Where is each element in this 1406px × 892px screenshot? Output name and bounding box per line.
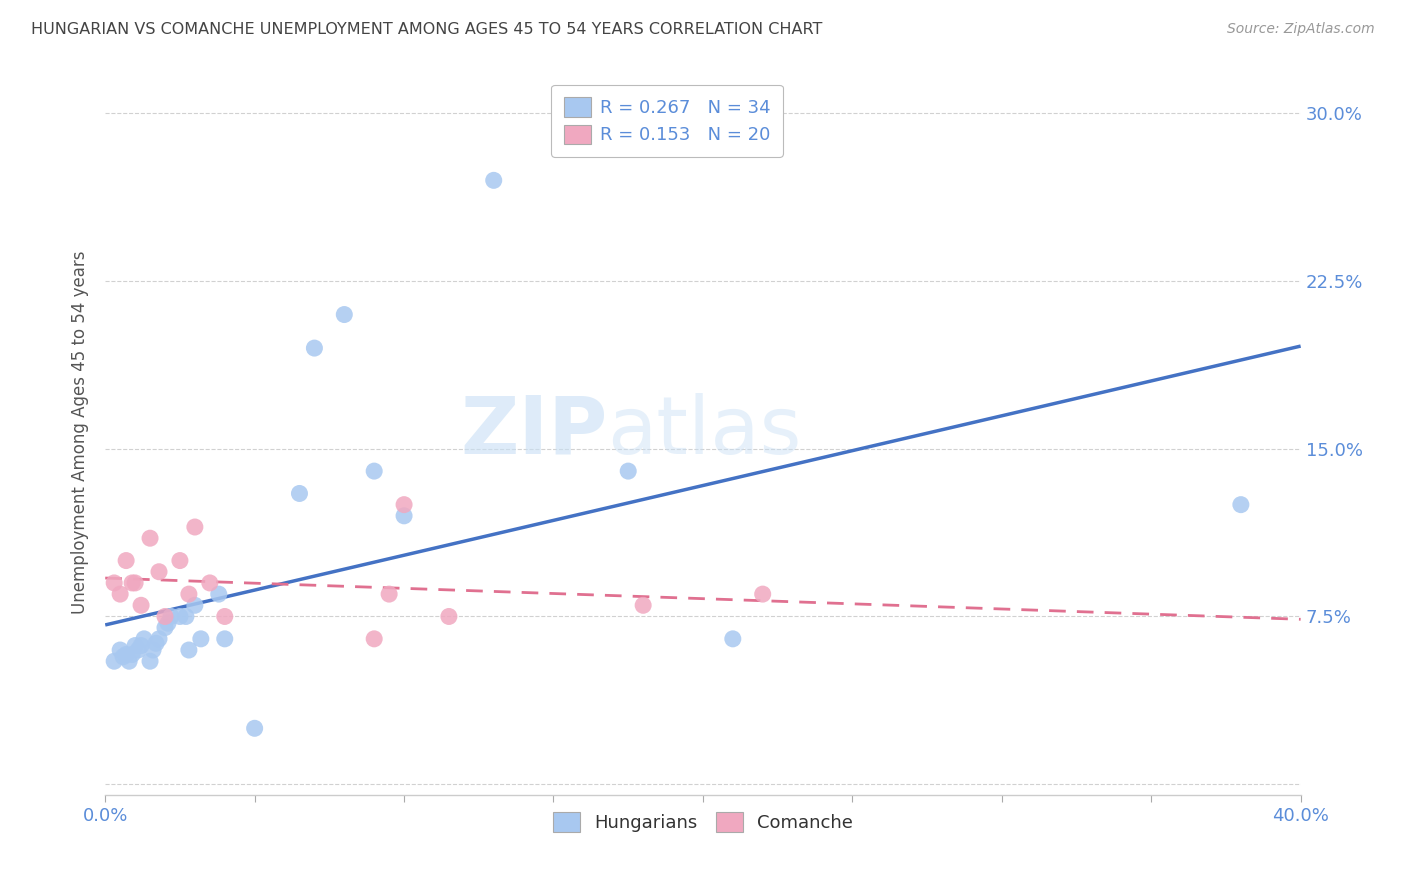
Point [190, 632, 212, 646]
Point [121, 648, 143, 662]
Point [139, 531, 162, 545]
Point [118, 654, 141, 668]
Point [108, 643, 131, 657]
Point [142, 643, 165, 657]
Point [115, 553, 138, 567]
Point [112, 649, 135, 664]
Point [177, 587, 200, 601]
Point [153, 621, 176, 635]
Text: HUNGARIAN VS COMANCHE UNEMPLOYMENT AMONG AGES 45 TO 54 YEARS CORRELATION CHART: HUNGARIAN VS COMANCHE UNEMPLOYMENT AMONG… [31, 22, 823, 37]
Point [174, 609, 197, 624]
Point [103, 576, 125, 591]
Point [392, 508, 415, 523]
Point [132, 632, 155, 646]
Point [184, 599, 207, 613]
Text: atlas: atlas [607, 393, 801, 471]
Point [214, 632, 236, 646]
Point [721, 632, 744, 646]
Point [1230, 498, 1253, 512]
Point [288, 486, 311, 500]
Legend: Hungarians, Comanche: Hungarians, Comanche [540, 799, 866, 845]
Point [169, 553, 191, 567]
Text: ZIP: ZIP [460, 393, 607, 471]
Point [184, 520, 207, 534]
Point [148, 632, 170, 646]
Point [333, 308, 356, 322]
Point [214, 609, 236, 624]
Point [437, 609, 460, 624]
Point [304, 341, 326, 355]
Point [198, 576, 221, 591]
Point [482, 173, 505, 187]
Point [127, 643, 149, 657]
Point [177, 643, 200, 657]
Point [124, 576, 146, 591]
Point [129, 599, 152, 613]
Point [160, 609, 183, 624]
Y-axis label: Unemployment Among Ages 45 to 54 years: Unemployment Among Ages 45 to 54 years [72, 251, 89, 614]
Point [363, 632, 385, 646]
Point [153, 609, 176, 624]
Point [139, 654, 162, 668]
Point [392, 498, 415, 512]
Text: Source: ZipAtlas.com: Source: ZipAtlas.com [1227, 22, 1375, 37]
Point [751, 587, 773, 601]
Point [243, 721, 266, 735]
Point [145, 636, 167, 650]
Point [156, 616, 179, 631]
Point [103, 654, 125, 668]
Point [148, 565, 170, 579]
Point [631, 599, 654, 613]
Point [115, 648, 138, 662]
Point [363, 464, 385, 478]
Point [617, 464, 640, 478]
Point [124, 639, 146, 653]
Point [208, 587, 231, 601]
Point [378, 587, 401, 601]
Point [108, 587, 131, 601]
Point [129, 639, 152, 653]
Point [121, 576, 143, 591]
Point [169, 609, 191, 624]
